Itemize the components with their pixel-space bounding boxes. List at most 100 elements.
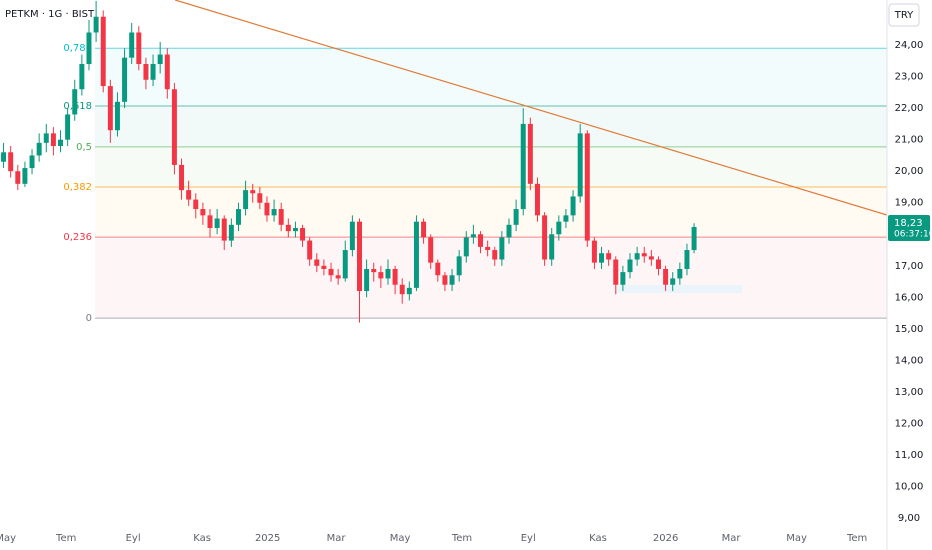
candle-body <box>691 227 697 251</box>
y-tick-label: 17,00 <box>895 261 924 272</box>
candle-body <box>1 152 7 162</box>
candle-body <box>520 123 526 210</box>
candle-body <box>513 209 519 225</box>
fib-band <box>95 105 887 147</box>
candle-body <box>634 253 640 260</box>
candle-body <box>179 164 185 191</box>
fib-label: 0 <box>86 313 92 324</box>
candle-body <box>371 268 377 273</box>
candle-body <box>485 246 491 251</box>
candle-body <box>8 152 14 172</box>
candle-body <box>228 224 234 241</box>
candle-body <box>349 221 355 251</box>
candle-body <box>72 89 78 115</box>
fib-label: 0,786 <box>63 43 92 54</box>
candle-body <box>563 215 569 222</box>
candle-body <box>221 218 227 241</box>
fib-band <box>95 237 887 319</box>
candle-body <box>613 259 619 285</box>
candle-body <box>478 234 484 247</box>
candle-body <box>663 268 669 285</box>
trendline <box>174 0 887 216</box>
candle-body <box>399 284 405 295</box>
candle-body <box>556 221 562 235</box>
candle-body <box>171 89 177 165</box>
candle-body <box>107 86 113 131</box>
candle-body <box>214 218 220 228</box>
y-tick-label: 16,00 <box>895 292 924 303</box>
candle-body <box>22 168 28 184</box>
candle-body <box>321 265 327 269</box>
candle-body <box>100 16 106 87</box>
candle-body <box>364 268 370 292</box>
y-tick-label: 15,00 <box>895 324 924 335</box>
x-tick-label: Eyl <box>126 533 141 544</box>
candle-body <box>591 240 597 263</box>
candle-body <box>684 250 690 269</box>
x-tick-label: Kas <box>589 533 607 544</box>
y-tick-label: 13,00 <box>895 387 924 398</box>
candle-body <box>29 155 35 169</box>
candle-body <box>499 237 505 260</box>
candle-body <box>357 221 362 292</box>
x-tick-label: 2025 <box>255 533 280 544</box>
candle-body <box>86 32 92 65</box>
candle-body <box>378 272 384 279</box>
candle-body <box>335 275 341 279</box>
y-tick-label: 20,00 <box>895 166 924 177</box>
candle-body <box>129 32 135 58</box>
candle-body <box>122 57 128 102</box>
currency-box[interactable] <box>888 3 920 27</box>
x-tick-label: Tem <box>451 533 472 544</box>
candle-body <box>456 256 462 276</box>
candle-body <box>243 190 249 210</box>
candle-body <box>50 133 56 146</box>
y-tick-label: 11,00 <box>895 450 924 461</box>
currency: TRY <box>894 10 914 21</box>
candle-body <box>527 123 533 184</box>
candle-body <box>542 215 548 260</box>
candle-body <box>392 268 398 285</box>
candle-body <box>577 133 583 197</box>
y-tick-label: 10,00 <box>895 482 924 493</box>
fib-label: 0,382 <box>63 182 92 193</box>
candle-body <box>250 190 256 194</box>
candle-body <box>413 221 419 288</box>
candle-body <box>648 256 654 260</box>
candle-body <box>36 142 42 156</box>
y-tick-label: 24,00 <box>895 40 924 51</box>
candle-body <box>200 209 206 216</box>
y-tick-label: 21,00 <box>895 135 924 146</box>
candle-body <box>79 64 85 90</box>
y-tick-label: 22,00 <box>895 103 924 114</box>
x-tick-label: Tem <box>846 533 867 544</box>
candle-body <box>157 54 163 65</box>
candle-body <box>207 215 213 228</box>
candle-body <box>549 234 555 260</box>
candle-body <box>235 209 241 225</box>
candle-body <box>470 234 476 238</box>
candle-body <box>143 64 149 80</box>
candle-body <box>93 16 99 33</box>
fib-label: 0,236 <box>63 232 92 243</box>
candle-body <box>43 133 49 143</box>
candle-body <box>670 278 676 285</box>
candle-body <box>627 259 633 273</box>
fib-background: 0 0,236 0,382 0,5 0,618 0,786 <box>63 43 887 324</box>
candle-body <box>641 253 647 257</box>
candle-body <box>193 199 199 210</box>
y-tick-label: 19,00 <box>895 198 924 209</box>
candle-body <box>406 287 412 295</box>
candle-body <box>264 202 270 216</box>
x-tick-label: May <box>390 533 411 544</box>
x-tick-label: Mar <box>722 533 742 544</box>
last-price: 18,23 <box>894 218 923 229</box>
y-tick-label: 23,00 <box>895 72 924 83</box>
candle-body <box>285 224 291 232</box>
x-tick-label: 2026 <box>653 533 678 544</box>
candle-body <box>492 250 498 260</box>
fib-band <box>95 186 887 238</box>
chart-title: PETKM · 1G · BIST <box>5 9 95 20</box>
candle-body <box>278 209 284 225</box>
fib-label: 0,5 <box>76 142 92 153</box>
